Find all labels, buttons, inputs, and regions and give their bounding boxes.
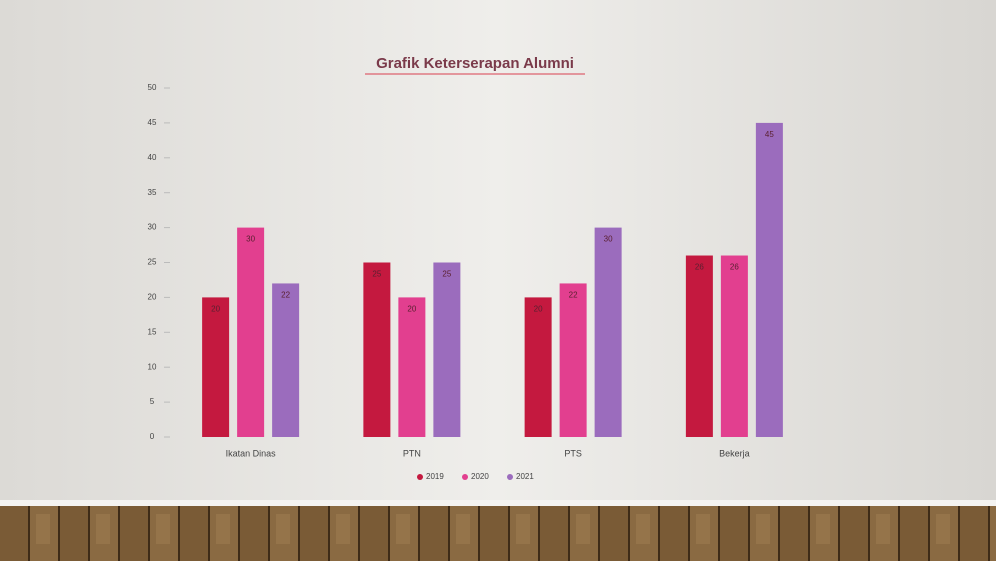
data-label: 30 xyxy=(604,235,613,244)
y-tick-label: 5 xyxy=(150,397,155,406)
y-tick-label: 25 xyxy=(148,258,157,267)
bar xyxy=(524,297,552,437)
bar xyxy=(685,255,713,437)
x-tick-label: PTS xyxy=(564,448,582,458)
y-tick-label: 35 xyxy=(148,188,157,197)
data-label: 26 xyxy=(695,263,704,272)
y-tick-label: 20 xyxy=(148,293,157,302)
bar xyxy=(433,262,461,437)
legend-swatch xyxy=(507,474,513,480)
bar xyxy=(237,227,265,437)
data-label: 20 xyxy=(407,305,416,314)
bar xyxy=(559,283,587,437)
x-tick-label: Bekerja xyxy=(719,448,750,458)
bar xyxy=(202,297,230,437)
data-label: 20 xyxy=(534,305,543,314)
bar xyxy=(272,283,300,437)
data-label: 22 xyxy=(569,291,578,300)
legend-label: 2019 xyxy=(426,472,444,481)
data-label: 20 xyxy=(211,305,220,314)
bar xyxy=(594,227,622,437)
legend-label: 2020 xyxy=(471,472,489,481)
y-tick-label: 50 xyxy=(148,83,157,92)
data-label: 26 xyxy=(730,263,739,272)
y-tick-label: 0 xyxy=(150,432,155,441)
data-label: 30 xyxy=(246,235,255,244)
wall xyxy=(0,0,996,505)
bar xyxy=(363,262,391,437)
baseboard xyxy=(0,500,996,506)
y-tick-label: 15 xyxy=(148,327,157,336)
y-tick-label: 30 xyxy=(148,223,157,232)
x-tick-label: Ikatan Dinas xyxy=(226,448,277,458)
bar xyxy=(755,122,783,438)
legend-label: 2021 xyxy=(516,472,534,481)
legend-swatch xyxy=(462,474,468,480)
data-label: 25 xyxy=(442,270,451,279)
data-label: 25 xyxy=(372,270,381,279)
data-label: 22 xyxy=(281,291,290,300)
data-label: 45 xyxy=(765,130,774,139)
chart-title: Grafik Keterserapan Alumni xyxy=(376,55,574,72)
y-tick-label: 40 xyxy=(148,153,157,162)
y-tick-label: 45 xyxy=(148,118,157,127)
bar xyxy=(720,255,748,437)
legend-swatch xyxy=(417,474,423,480)
bar xyxy=(398,297,426,437)
y-tick-label: 10 xyxy=(148,362,157,371)
x-tick-label: PTN xyxy=(403,448,421,458)
floor xyxy=(0,505,996,561)
